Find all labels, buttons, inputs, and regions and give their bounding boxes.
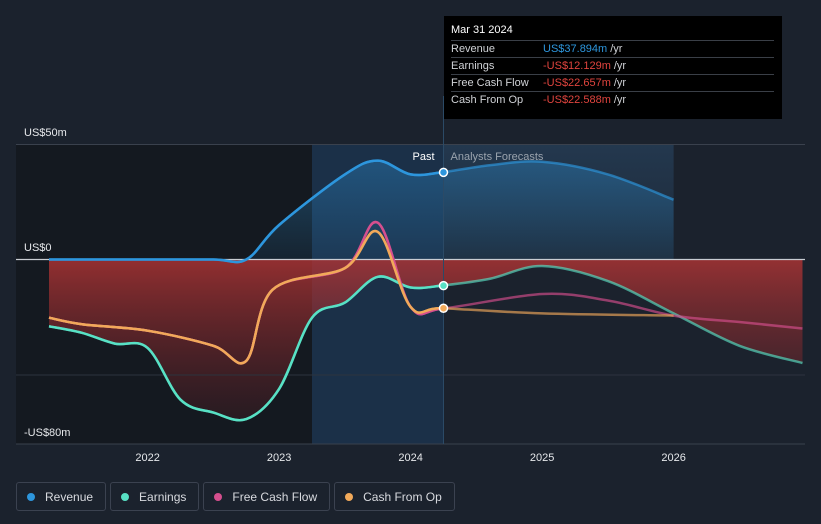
x-tick-label: 2022 [135,452,159,464]
tooltip-unit: /yr [610,43,623,55]
tooltip-row-earnings: Earnings -US$12.129m /yr [451,57,774,74]
x-tick-label: 2025 [530,452,554,464]
tooltip-row-revenue: Revenue US$37.894m /yr [451,40,774,57]
y-label-bottom: -US$80m [24,427,70,439]
tooltip-value: -US$22.588m [543,94,611,106]
tooltip-value: -US$22.657m [543,77,611,89]
tooltip-unit: /yr [613,77,627,89]
revenue-marker [438,167,449,178]
tooltip-label: Earnings [451,60,495,72]
cash-from-op-marker [438,303,449,313]
tooltip: Mar 31 2024 Revenue US$37.894m /yr Earni… [444,16,782,119]
past-label: Past [412,151,434,163]
free-cash-flow-dot-icon [214,492,223,501]
legend-item-earnings[interactable]: Earnings [110,482,200,511]
tooltip-value: US$37.894m [543,43,608,55]
y-label-zero: US$0 [24,242,52,254]
cash-from-op-dot-icon [345,492,354,501]
tooltip-row-cash-from-op: Cash From Op -US$22.588m /yr [451,91,774,108]
legend: Revenue Earnings Free Cash Flow Cash Fro… [16,482,455,511]
cash-from-op-line [48,229,444,365]
tooltip-unit: /yr [613,94,627,106]
earnings-area [49,259,803,421]
legend-label: Free Cash Flow [232,489,318,504]
revenue-line [49,159,444,264]
earnings-line [48,275,444,422]
legend-label: Revenue [45,489,94,504]
earnings-dot-icon [121,492,130,501]
tooltip-value: -US$12.129m [543,60,611,72]
x-tick-label: 2026 [661,452,685,464]
revenue-area [49,160,674,263]
legend-label: Earnings [139,489,187,504]
y-label-top: US$50m [24,127,67,139]
tooltip-date: Mar 31 2024 [451,24,513,36]
legend-item-revenue[interactable]: Revenue [16,482,107,511]
x-tick-label: 2024 [398,452,422,464]
tooltip-label: Revenue [451,43,496,55]
legend-item-free-cash-flow[interactable]: Free Cash Flow [203,482,331,511]
forecast-label: Analysts Forecasts [451,151,544,163]
tooltip-label: Free Cash Flow [451,77,529,89]
tooltip-row-free-cash-flow: Free Cash Flow -US$22.657m /yr [451,74,774,91]
x-tick-label: 2023 [267,452,291,464]
legend-item-cash-from-op[interactable]: Cash From Op [334,482,455,511]
tooltip-unit: /yr [613,60,627,72]
earnings-marker [438,280,449,291]
tooltip-label: Cash From Op [451,94,524,106]
revenue-dot-icon [27,492,35,501]
legend-label: Cash From Op [363,489,442,504]
